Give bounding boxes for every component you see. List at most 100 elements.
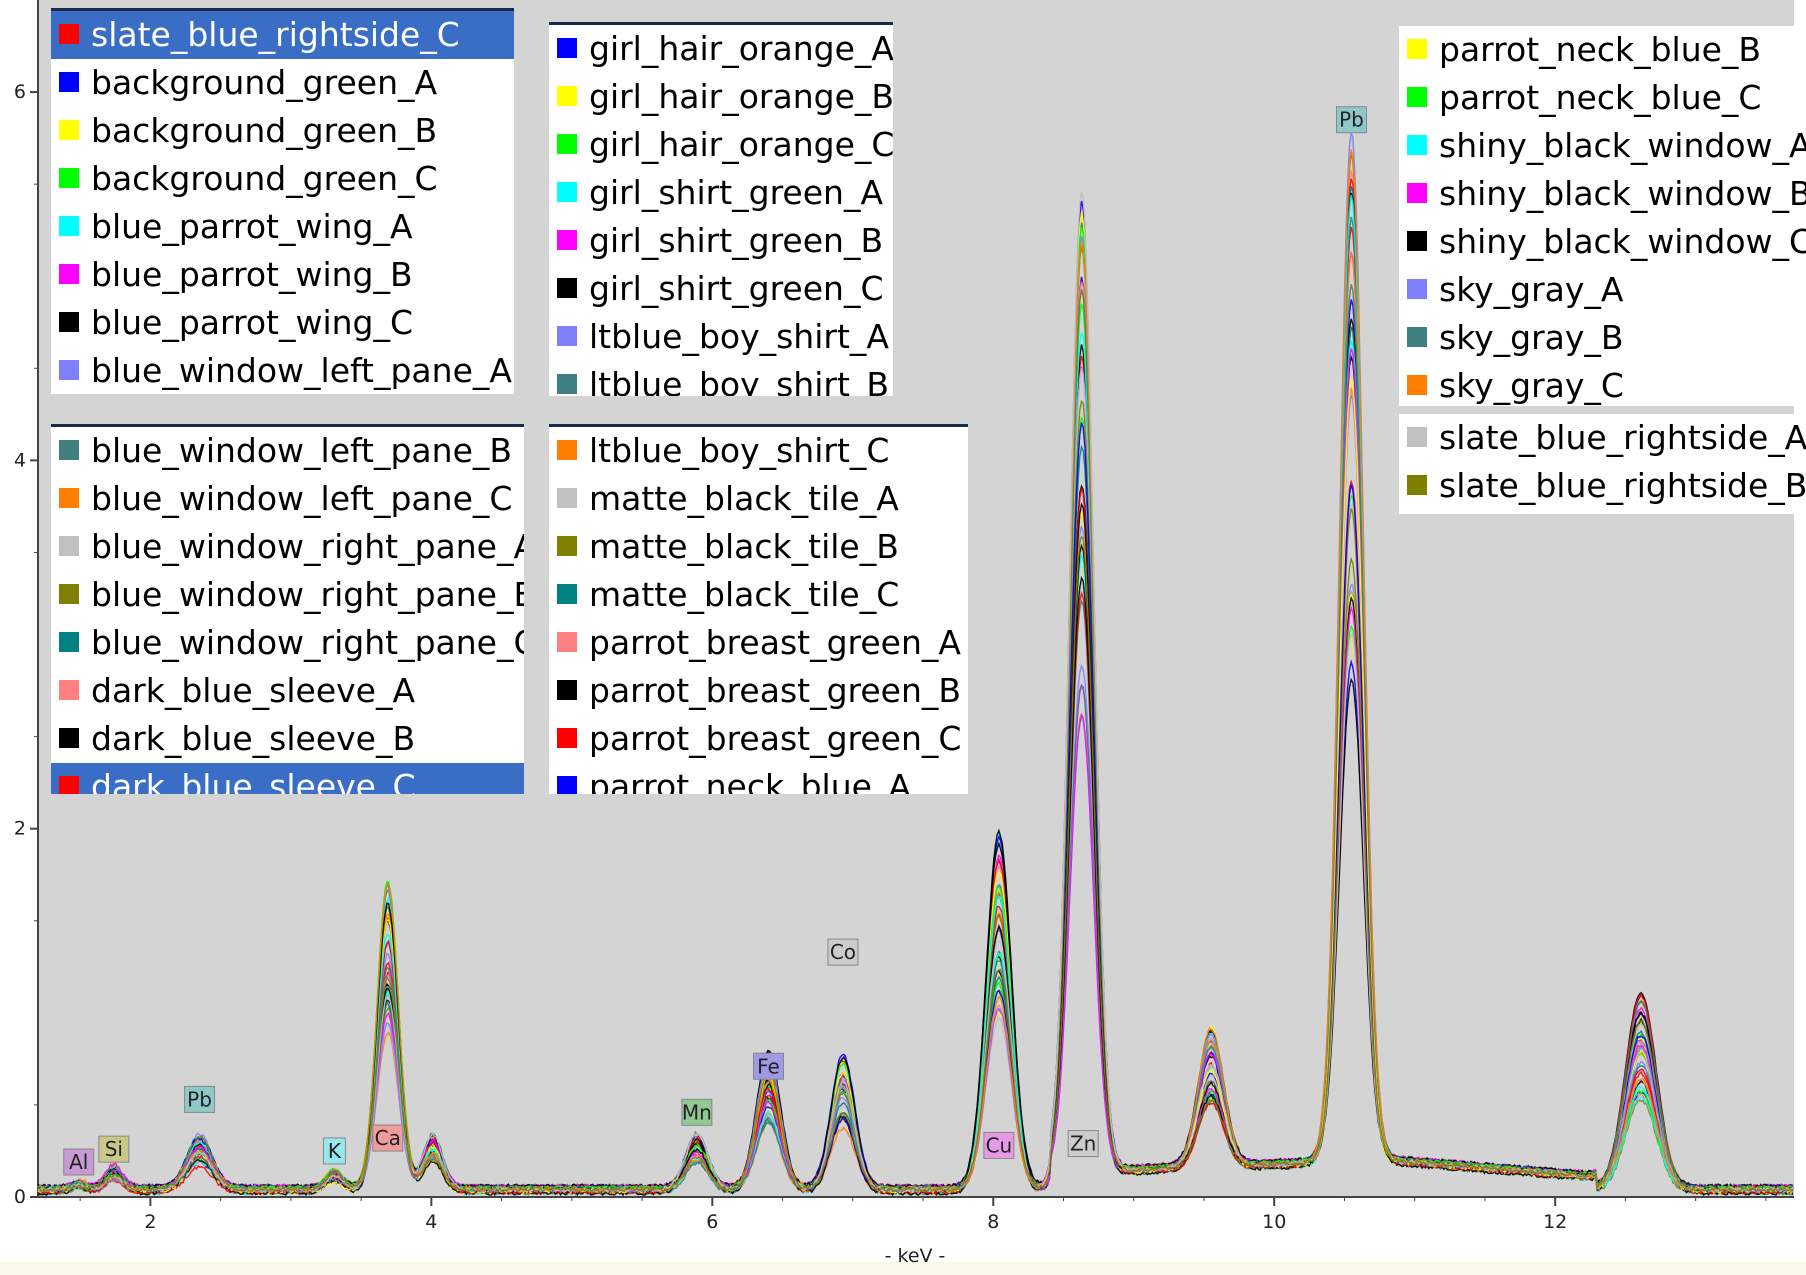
legend-item[interactable]: blue_parrot_wing_C [51,299,514,347]
legend-label: dark_blue_sleeve_A [91,671,416,710]
legend-item[interactable]: shiny_black_window_A [1399,122,1806,170]
legend-label: ltblue_boy_shirt_B [589,365,890,396]
element-marker-box [98,1135,130,1163]
legend-item[interactable]: blue_window_left_pane_A [51,347,514,394]
legend-label: parrot_breast_green_A [589,623,961,662]
legend-label: slate_blue_rightside_B [1439,466,1806,505]
legend-label: matte_black_tile_C [589,575,900,614]
legend-item[interactable]: blue_parrot_wing_A [51,203,514,251]
legend-item[interactable]: sky_gray_B [1399,314,1806,362]
legend-item[interactable]: blue_window_right_pane_C [51,619,524,667]
legend-item[interactable]: matte_black_tile_C [549,571,968,619]
legend-item[interactable]: girl_shirt_green_B [549,217,893,265]
legend-item[interactable]: blue_window_right_pane_B [51,571,524,619]
legend-label: background_green_C [91,159,438,198]
legend-item[interactable]: parrot_breast_green_B [549,667,968,715]
legend-swatch [1407,375,1427,395]
element-marker-box [63,1148,95,1176]
legend-item[interactable]: blue_parrot_wing_B [51,251,514,299]
legend-label: parrot_neck_blue_A [589,767,912,794]
legend-item[interactable]: matte_black_tile_A [549,475,968,523]
legend-item[interactable]: blue_window_right_pane_A [51,523,524,571]
legend-item[interactable]: ltblue_boy_shirt_B [549,361,893,396]
x-tick-label: 4 [425,1211,437,1233]
element-marker-label: Pb [187,1087,212,1111]
legend-box-3: parrot_neck_blue_B parrot_neck_blue_C shin… [1399,26,1806,406]
legend-label: shiny_black_window_C [1439,222,1806,261]
legend-swatch [1407,327,1427,347]
legend-item[interactable]: matte_black_tile_B [549,523,968,571]
legend-swatch [557,680,577,700]
legend-item[interactable]: ltblue_boy_shirt_C [549,427,968,475]
legend-swatch [1407,279,1427,299]
legend-swatch [59,120,79,140]
legend-item[interactable]: dark_blue_sleeve_C [51,763,524,794]
legend-item[interactable]: dark_blue_sleeve_B [51,715,524,763]
legend-swatch [557,632,577,652]
legend-label: blue_window_right_pane_C [91,623,524,662]
legend-item[interactable]: parrot_neck_blue_B [1399,26,1806,74]
legend-swatch [59,536,79,556]
legend-label: blue_window_left_pane_C [91,479,513,518]
legend-item[interactable]: background_green_A [51,59,514,107]
legend-item[interactable]: parrot_neck_blue_A [549,763,968,794]
legend-item[interactable]: girl_hair_orange_A [549,25,893,73]
legend-swatch [1407,231,1427,251]
legend-label: dark_blue_sleeve_C [91,767,416,794]
legend-swatch [557,182,577,202]
legend-label: girl_hair_orange_A [589,29,893,68]
x-axis: 2 4 6 8 10 12 [38,1196,1794,1233]
series-line-slate_blue_rightside_B [37,535,1794,1193]
legend-item[interactable]: background_green_C [51,155,514,203]
legend-item[interactable]: dark_blue_sleeve_A [51,667,524,715]
legend-item[interactable]: background_green_B [51,107,514,155]
legend-item[interactable]: slate_blue_rightside_A [1399,414,1806,462]
legend-swatch [59,488,79,508]
legend-swatch [59,728,79,748]
element-marker-label: K [328,1139,342,1163]
y-tick-label: 4 [14,449,26,471]
legend-item[interactable]: parrot_breast_green_C [549,715,968,763]
legend-swatch [557,230,577,250]
legend-item[interactable]: shiny_black_window_C [1399,218,1806,266]
legend-swatch [1407,87,1427,107]
legend-item[interactable]: sky_gray_A [1399,266,1806,314]
legend-swatch [59,584,79,604]
legend-item[interactable]: blue_window_left_pane_B [51,427,524,475]
legend-swatch [557,440,577,460]
legend-item[interactable]: slate_blue_rightside_C [51,11,514,59]
element-marker-box [184,1085,216,1113]
element-marker-box [322,1137,346,1165]
legend-label: dark_blue_sleeve_B [91,719,416,758]
legend-label: girl_shirt_green_A [589,173,884,212]
legend-item[interactable]: blue_window_left_pane_C [51,475,524,523]
legend-swatch [557,38,577,58]
legend-label: blue_window_right_pane_B [91,575,524,614]
element-marker-label: Fe [757,1054,780,1078]
legend-swatch [557,134,577,154]
legend-item[interactable]: slate_blue_rightside_B [1399,462,1806,510]
legend-item[interactable]: girl_hair_orange_C [549,121,893,169]
legend-item[interactable]: parrot_neck_blue_C [1399,74,1806,122]
legend-label: blue_window_left_pane_A [91,351,512,390]
legend-label: blue_parrot_wing_C [91,303,414,342]
element-marker-box [372,1124,404,1152]
legend-item[interactable]: girl_hair_orange_B [549,73,893,121]
legend-item[interactable]: shiny_black_window_B [1399,170,1806,218]
legend-swatch [1407,135,1427,155]
x-tick-label: 10 [1262,1211,1286,1233]
legend-box-6: slate_blue_rightside_A slate_blue_rightsi… [1399,414,1806,514]
legend-label: parrot_breast_green_C [589,719,962,758]
legend-item[interactable]: parrot_breast_green_A [549,619,968,667]
element-marker-box [681,1098,713,1126]
legend-swatch [557,584,577,604]
legend-swatch [557,86,577,106]
legend-item[interactable]: ltblue_boy_shirt_A [549,313,893,361]
legend-item[interactable]: sky_gray_C [1399,362,1806,406]
legend-label: girl_hair_orange_B [589,77,893,116]
legend-swatch [557,488,577,508]
legend-item[interactable]: girl_shirt_green_A [549,169,893,217]
legend-item[interactable]: girl_shirt_green_C [549,265,893,313]
legend-label: background_green_B [91,111,438,150]
